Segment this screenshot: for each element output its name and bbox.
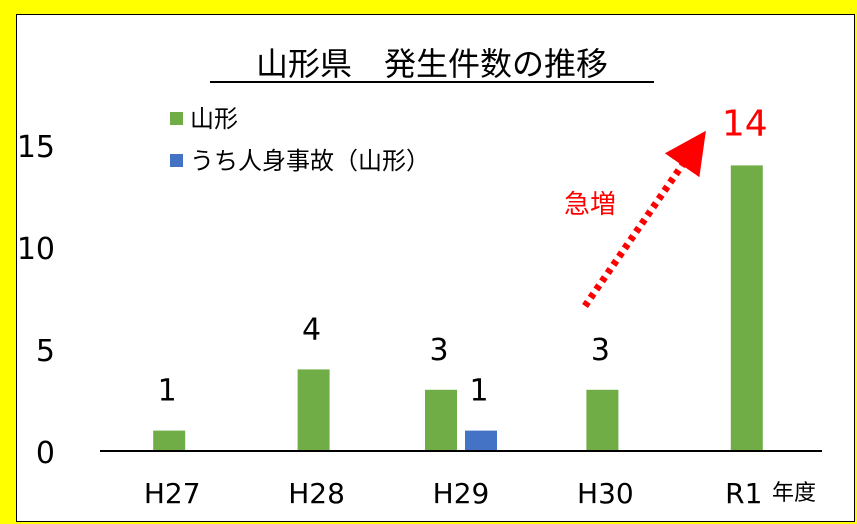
legend-label-yamagata: 山形	[190, 105, 238, 133]
legend-label-injury: うち人身事故（山形）	[190, 147, 430, 175]
data-label: 4	[302, 312, 321, 347]
data-label: 3	[429, 333, 448, 368]
x-axis-label: 年度	[772, 481, 816, 506]
data-label: 3	[591, 333, 610, 368]
x-tick-label: H28	[288, 477, 345, 510]
data-label: 14	[722, 103, 768, 144]
x-tick-label: H30	[577, 477, 634, 510]
legend-swatch-injury	[170, 154, 183, 167]
data-label: 1	[469, 374, 488, 409]
y-tick-label: 5	[36, 334, 55, 369]
bar-H29-injury	[465, 430, 497, 451]
x-tick-label: R1	[725, 477, 762, 510]
bar-H29-yamagata	[425, 389, 457, 451]
y-tick-label: 0	[36, 436, 55, 471]
x-tick-label: H27	[144, 477, 201, 510]
y-tick-label: 15	[17, 130, 55, 165]
legend-swatch-yamagata	[170, 112, 183, 125]
surge-arrow	[582, 130, 706, 308]
chart-title: 山形県 発生件数の推移	[256, 45, 608, 83]
bar-H27-yamagata	[153, 430, 186, 451]
bar-H30-yamagata	[586, 389, 619, 451]
x-tick-label: H29	[433, 477, 490, 510]
surge-label: 急増	[564, 190, 616, 220]
bar-R1-yamagata	[730, 165, 763, 451]
y-tick-label: 10	[17, 232, 55, 267]
data-label: 1	[158, 374, 177, 409]
bar-H28-yamagata	[297, 369, 330, 451]
